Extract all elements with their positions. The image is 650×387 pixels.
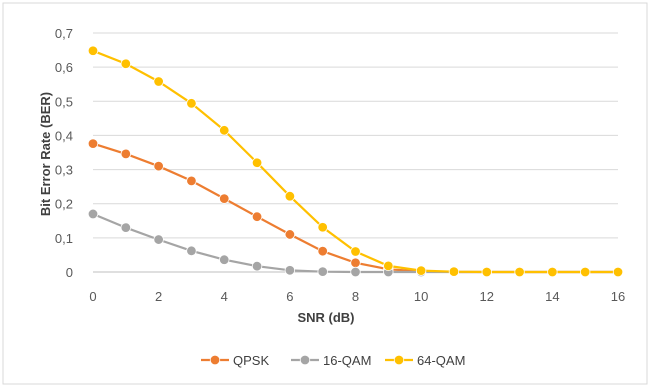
data-point [350,246,361,257]
data-point [481,266,492,278]
data-point [514,266,525,278]
y-tick-label: 0,6 [55,60,73,75]
data-point [87,138,99,149]
y-axis-ticks: 0 0,1 0,2 0,3 0,4 0,5 0,6 0,7 [55,26,73,280]
gridlines [93,32,618,273]
data-point [317,222,328,233]
series-lines [87,45,624,278]
data-point [120,58,132,69]
series-64-qam [87,45,624,278]
legend-label: 16-QAM [323,353,371,368]
y-axis-title: Bit Error Rate (BER) [38,92,53,216]
data-point [317,245,328,257]
y-tick-label: 0,7 [55,26,73,41]
x-tick-label: 10 [414,289,428,304]
data-point [284,265,296,276]
data-point [219,193,230,204]
data-point [350,266,361,278]
data-point [284,229,296,240]
data-point [251,260,263,272]
legend-marker [299,354,311,366]
y-tick-label: 0,1 [55,231,73,246]
y-tick-label: 0 [66,265,73,280]
data-point [317,266,328,277]
data-point [284,191,296,202]
data-point [350,257,361,268]
data-point [186,98,197,109]
data-point [579,266,591,278]
data-point [153,76,164,87]
data-point [120,222,132,233]
data-point [251,157,263,168]
data-point [219,125,230,136]
x-tick-label: 6 [286,289,293,304]
x-tick-label: 2 [155,289,162,304]
data-point [87,45,99,56]
data-point [153,234,164,245]
x-axis-ticks: 0 2 4 6 8 10 12 14 16 [89,289,625,304]
data-point [120,148,132,160]
data-point [448,266,460,277]
y-tick-label: 0,2 [55,197,73,212]
data-point [186,245,197,257]
data-point [251,211,263,222]
data-point [186,175,197,187]
data-point [87,208,99,220]
x-tick-label: 16 [611,289,625,304]
x-tick-label: 8 [352,289,359,304]
x-tick-label: 0 [89,289,96,304]
legend-item: 16-QAM [291,353,371,368]
data-point [612,266,624,278]
data-point [219,254,230,265]
legend: QPSK 16-QAM 64-QAM [201,353,465,368]
data-point [547,266,558,278]
legend-label: QPSK [233,353,269,368]
legend-item: QPSK [201,353,269,368]
legend-marker [393,354,405,366]
data-point [153,160,164,172]
data-point [415,265,427,276]
y-tick-label: 0,5 [55,94,73,109]
legend-item: 64-QAM [385,353,465,368]
x-tick-label: 14 [545,289,559,304]
x-tick-label: 12 [480,289,494,304]
x-tick-label: 4 [221,289,228,304]
data-point [383,260,394,272]
legend-marker [209,354,221,366]
y-tick-label: 0,4 [55,128,73,143]
legend-label: 64-QAM [417,353,465,368]
x-axis-title: SNR (dB) [297,310,354,325]
y-tick-label: 0,3 [55,163,73,178]
